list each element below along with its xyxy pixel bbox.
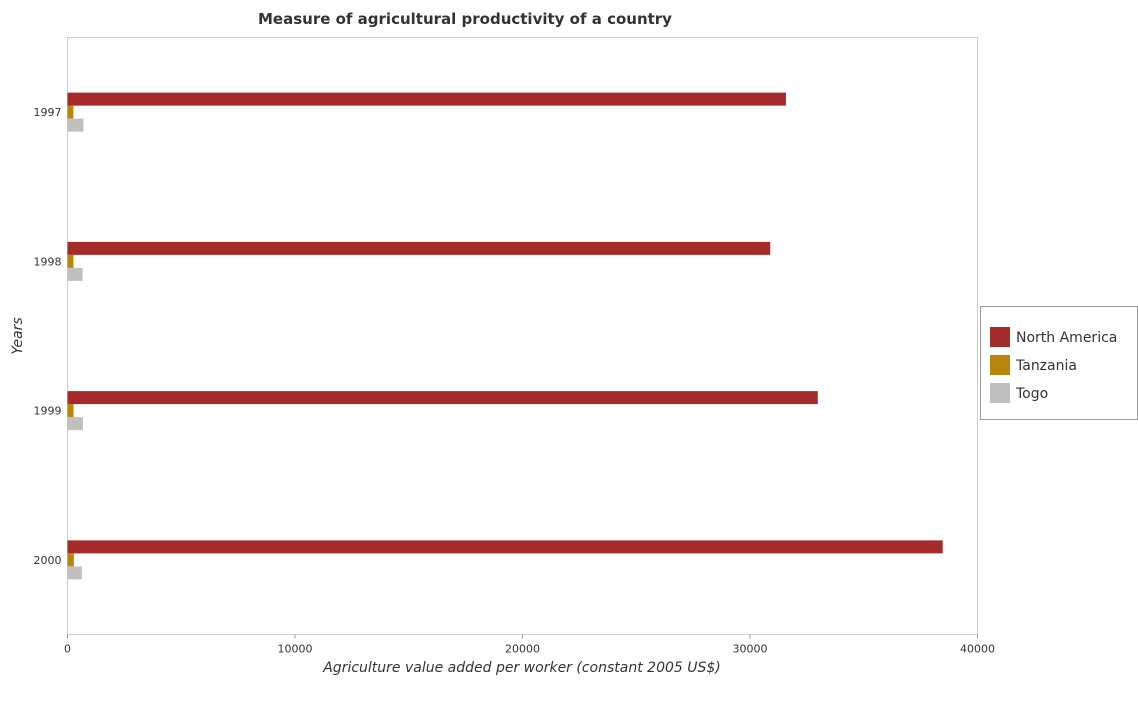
legend: North America Tanzania Togo <box>980 306 1138 420</box>
y-tick-label: 1999 <box>34 405 62 418</box>
chart-title: Measure of agricultural productivity of … <box>258 10 672 28</box>
bars-layer <box>67 92 943 580</box>
legend-items: North America Tanzania Togo <box>990 327 1117 403</box>
x-tick-label: 30000 <box>733 643 768 656</box>
legend-label: Togo <box>1015 386 1048 402</box>
bar-north-america-1997 <box>67 92 786 106</box>
y-tick-label: 1997 <box>34 106 62 119</box>
x-tick-label: 0 <box>64 643 71 656</box>
legend-swatch-north-america <box>990 327 1010 347</box>
legend-swatch-togo <box>990 383 1010 403</box>
bar-north-america-1998 <box>67 241 771 255</box>
bar-tanzania-1999 <box>67 404 74 418</box>
x-axis-label: Agriculture value added per worker (cons… <box>322 660 721 676</box>
x-axis-ticks: 0 10000 20000 30000 40000 <box>64 634 995 656</box>
bar-togo-1997 <box>67 118 84 132</box>
y-axis-label: Years <box>10 317 26 354</box>
legend-label: Tanzania <box>1015 358 1077 374</box>
legend-label: North America <box>1016 330 1117 346</box>
x-tick-label: 40000 <box>960 643 995 656</box>
bar-togo-1998 <box>67 267 83 281</box>
y-axis-ticks: 1997 1998 1999 2000 <box>34 106 62 567</box>
bar-tanzania-1998 <box>67 254 74 268</box>
x-tick-label: 20000 <box>505 643 540 656</box>
x-tick-label: 10000 <box>278 643 313 656</box>
bar-north-america-1999 <box>67 391 818 405</box>
bar-togo-2000 <box>67 566 82 580</box>
y-tick-label: 2000 <box>34 554 62 567</box>
y-tick-label: 1998 <box>34 255 62 268</box>
bar-togo-1999 <box>67 417 83 431</box>
bar-north-america-2000 <box>67 540 943 554</box>
bar-tanzania-1997 <box>67 105 74 119</box>
bar-tanzania-2000 <box>67 553 74 567</box>
legend-swatch-tanzania <box>990 355 1010 375</box>
